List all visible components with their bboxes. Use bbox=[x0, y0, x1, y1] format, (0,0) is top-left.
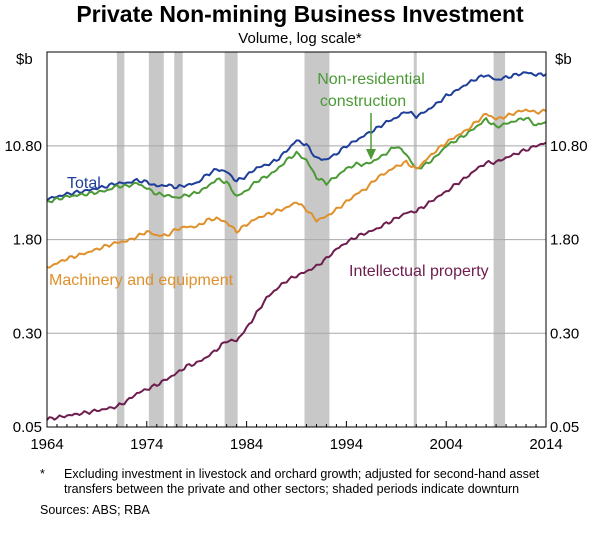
x-tick-label: 2014 bbox=[529, 436, 562, 453]
footnote-text: Excluding investment in livestock and or… bbox=[64, 467, 540, 496]
y-axis-unit-left: $b bbox=[16, 51, 33, 68]
label-non-residential-line1: Non-residential bbox=[317, 71, 425, 88]
y-tick-label-right: 0.30 bbox=[550, 325, 579, 342]
series-line-intellectual-property bbox=[46, 141, 547, 421]
y-tick-label-left: 10.80 bbox=[4, 138, 42, 155]
arrow-non-residential bbox=[366, 113, 376, 160]
x-tick-label: 1994 bbox=[330, 436, 363, 453]
x-tick-label: 1964 bbox=[30, 436, 63, 453]
y-tick-labels: 0.05 0.05 0.30 0.30 1.80 1.80 10.80 10.80 bbox=[4, 138, 587, 436]
y-tick-label-left: 0.05 bbox=[13, 419, 42, 436]
label-intellectual-property: Intellectual property bbox=[349, 263, 489, 280]
x-tick-labels: 1964 1974 1984 1994 2004 2014 bbox=[30, 436, 562, 453]
series-line-total bbox=[46, 71, 547, 202]
y-axis-unit-right: $b bbox=[555, 51, 572, 68]
chart: Private Non-mining Business Investment V… bbox=[4, 1, 587, 453]
chart-title: Private Non-mining Business Investment bbox=[76, 1, 524, 27]
x-tick-label: 1984 bbox=[230, 436, 263, 453]
chart-notes: * Excluding investment in livestock and … bbox=[40, 467, 585, 518]
y-tick-label-right: 10.80 bbox=[550, 138, 588, 155]
y-tick-label-right: 1.80 bbox=[550, 232, 579, 249]
footnote: * Excluding investment in livestock and … bbox=[40, 467, 585, 497]
chart-subtitle: Volume, log scale* bbox=[238, 30, 362, 47]
series-line-non-residential-construction bbox=[46, 116, 547, 204]
y-tick-label-right: 0.05 bbox=[550, 419, 579, 436]
series-lines bbox=[46, 71, 547, 421]
y-tick-label-left: 1.80 bbox=[13, 232, 42, 249]
sources: Sources: ABS; RBA bbox=[40, 503, 150, 517]
label-total: Total bbox=[67, 175, 101, 192]
x-tick-label: 1974 bbox=[130, 436, 163, 453]
axis-ticks bbox=[46, 421, 547, 427]
y-tick-label-left: 0.30 bbox=[13, 325, 42, 342]
label-non-residential-line2: construction bbox=[320, 93, 406, 110]
x-tick-label: 2004 bbox=[430, 436, 463, 453]
series-line-machinery-and-equipment bbox=[46, 108, 547, 269]
footnote-mark: * bbox=[40, 467, 45, 481]
label-machinery: Machinery and equipment bbox=[49, 272, 234, 289]
